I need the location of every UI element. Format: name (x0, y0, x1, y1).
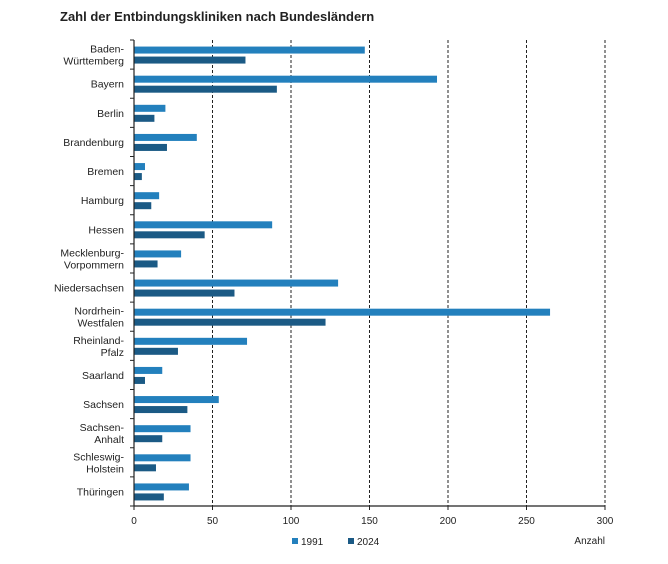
bar-2024 (134, 493, 164, 501)
legend-swatch-2024 (348, 538, 354, 544)
bar-1991 (134, 337, 248, 345)
bar-1991 (134, 366, 163, 374)
bar-2024 (134, 202, 152, 210)
category-label: Anhalt (94, 434, 124, 446)
category-label: Sachsen (83, 399, 124, 411)
bar-2024 (134, 260, 158, 268)
bar-2024 (134, 464, 156, 472)
bar-1991 (134, 133, 197, 141)
category-label: Baden- (90, 44, 124, 56)
bar-2024 (134, 347, 178, 355)
bar-2024 (134, 143, 167, 151)
x-tick-label: 50 (207, 516, 219, 527)
x-tick-label: 0 (131, 516, 137, 527)
x-tick-label: 300 (597, 516, 614, 527)
x-tick-label: 100 (283, 516, 300, 527)
bar-1991 (134, 425, 191, 433)
bar-1991 (134, 75, 438, 83)
category-label: Hamburg (81, 195, 124, 207)
bar-2024 (134, 85, 277, 93)
x-tick-label: 200 (440, 516, 457, 527)
legend-label: 2024 (357, 537, 380, 548)
legend-label: 1991 (301, 537, 324, 548)
category-label: Vorpommern (64, 259, 124, 271)
category-label: Westfalen (78, 318, 125, 330)
bar-1991 (134, 308, 551, 316)
bar-1991 (134, 192, 160, 200)
category-label: Saarland (82, 370, 124, 382)
category-label: Thüringen (77, 486, 124, 498)
bar-2024 (134, 289, 235, 297)
bar-2024 (134, 376, 145, 384)
category-label: Mecklenburg- (60, 247, 124, 259)
bar-2024 (134, 56, 246, 64)
bar-1991 (134, 483, 189, 491)
bar-2024 (134, 114, 155, 122)
bar-1991 (134, 279, 339, 287)
x-tick-label: 250 (518, 516, 535, 527)
category-label: Berlin (97, 108, 124, 120)
bar-1991 (134, 104, 166, 112)
bar-1991 (134, 250, 182, 258)
bar-1991 (134, 163, 145, 171)
chart-title: Zahl der Entbindungskliniken nach Bundes… (60, 9, 375, 24)
category-label: Schleswig- (73, 451, 124, 463)
bar-2024 (134, 435, 163, 443)
x-axis-label: Anzahl (574, 536, 605, 547)
category-label: Sachsen- (80, 422, 125, 434)
category-label: Württemberg (63, 56, 124, 68)
bar-2024 (134, 318, 326, 326)
category-label: Hessen (88, 224, 124, 236)
bar-2024 (134, 406, 188, 414)
legend-swatch-1991 (292, 538, 298, 544)
bar-1991 (134, 396, 219, 404)
category-label: Rheinland- (73, 335, 124, 347)
bar-1991 (134, 46, 365, 54)
category-label: Brandenburg (63, 137, 124, 149)
category-label: Bremen (87, 166, 124, 178)
x-tick-label: 150 (361, 516, 378, 527)
category-label: Pfalz (101, 347, 124, 359)
bar-1991 (134, 454, 191, 462)
category-label: Niedersachsen (54, 283, 124, 295)
bar-2024 (134, 231, 205, 239)
category-label: Holstein (86, 463, 124, 475)
bar-2024 (134, 173, 142, 181)
category-label: Nordrhein- (74, 306, 124, 318)
bar-1991 (134, 221, 273, 229)
category-label: Bayern (91, 79, 124, 91)
